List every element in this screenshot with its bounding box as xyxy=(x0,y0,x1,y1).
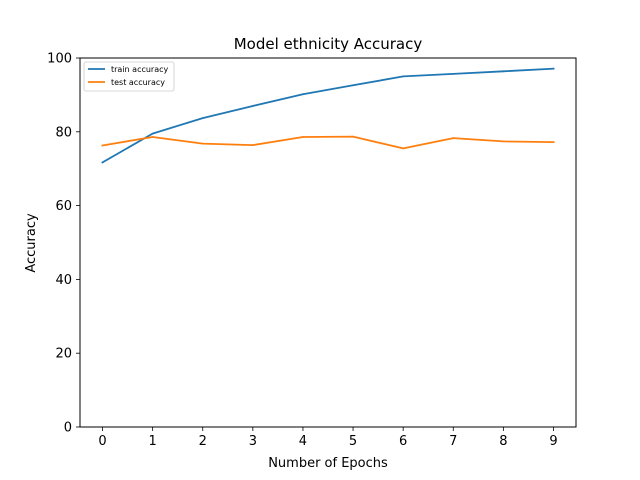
data-point xyxy=(502,70,505,73)
data-point xyxy=(352,84,354,87)
data-point xyxy=(151,132,154,135)
data-point xyxy=(552,67,555,70)
data-point xyxy=(251,105,254,107)
legend-box xyxy=(83,61,175,92)
y-tick-label: 80 xyxy=(55,125,72,140)
x-tick-label: 4 xyxy=(299,434,307,449)
legend-label: test accuracy xyxy=(111,78,165,87)
x-tick-label: 8 xyxy=(499,434,507,449)
y-tick-label: 40 xyxy=(55,273,72,288)
data-point xyxy=(402,147,405,150)
series-line-train-accuracy xyxy=(101,67,555,164)
x-axis-label: Number of Epochs xyxy=(268,456,388,471)
legend-label: train accuracy xyxy=(111,65,169,74)
data-point xyxy=(101,161,104,164)
chart-title: Model ethnicity Accuracy xyxy=(234,35,423,53)
y-tick-label: 20 xyxy=(55,347,72,362)
y-axis: 0 20 40 60 80 100 xyxy=(47,52,80,436)
y-axis-label: Accuracy xyxy=(24,213,39,273)
x-tick-label: 2 xyxy=(199,434,207,449)
x-tick-label: 0 xyxy=(98,434,106,449)
x-tick-label: 1 xyxy=(149,434,157,449)
x-tick-label: 6 xyxy=(399,434,407,449)
x-tick-label: 9 xyxy=(549,434,557,449)
x-tick-label: 5 xyxy=(349,434,357,449)
data-point xyxy=(502,140,505,143)
x-axis: 0 1 2 3 4 5 6 7 8 9 xyxy=(98,427,558,449)
series-line-test-accuracy xyxy=(101,135,555,150)
y-tick-label: 0 xyxy=(64,421,72,436)
data-point xyxy=(302,93,304,96)
data-point xyxy=(452,137,455,140)
plot-area-frame xyxy=(79,57,577,428)
data-point xyxy=(201,142,204,145)
y-tick-label: 60 xyxy=(55,199,72,214)
x-tick-label: 7 xyxy=(449,434,457,449)
y-tick-label: 100 xyxy=(47,52,72,67)
data-point xyxy=(251,144,254,147)
data-point xyxy=(201,117,204,119)
x-tick-label: 3 xyxy=(249,434,257,449)
data-point xyxy=(352,135,354,138)
data-point xyxy=(302,136,304,138)
series-layer xyxy=(101,67,555,164)
data-point xyxy=(402,75,405,78)
data-point xyxy=(151,136,154,138)
data-point xyxy=(452,73,455,75)
data-point xyxy=(552,141,555,144)
data-point xyxy=(101,144,104,147)
legend: train accuracy test accuracy xyxy=(83,61,175,92)
